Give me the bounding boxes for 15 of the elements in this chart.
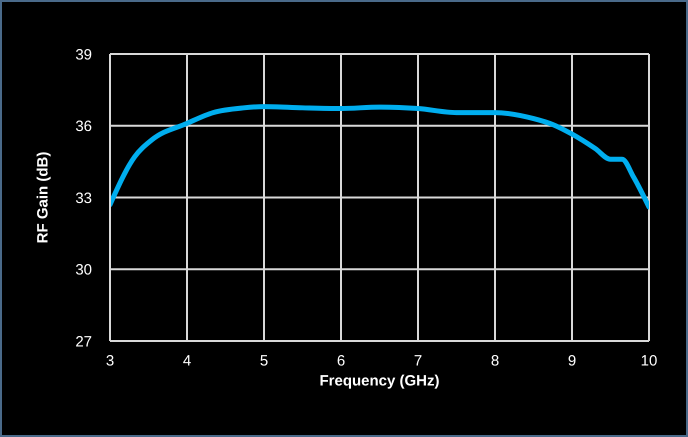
y-tick-label: 36: [75, 118, 92, 136]
y-tick-label: 30: [75, 262, 92, 279]
y-axis-title: RF Gain (dB): [34, 152, 52, 244]
x-tick-label: 5: [260, 352, 268, 370]
x-tick-label: 3: [106, 352, 114, 370]
y-tick-label: 39: [75, 46, 92, 64]
x-tick-label: 6: [336, 352, 346, 370]
x-tick-label: 9: [568, 352, 576, 370]
x-tick-label: 8: [490, 352, 500, 370]
x-tick-label: 7: [414, 352, 422, 370]
y-tick-label: 33: [75, 190, 92, 207]
y-tick-label: 27: [75, 333, 92, 350]
x-axis-title: Frequency (GHz): [319, 372, 440, 390]
x-tick-label: 10: [640, 352, 658, 370]
x-tick-label: 4: [182, 352, 192, 370]
